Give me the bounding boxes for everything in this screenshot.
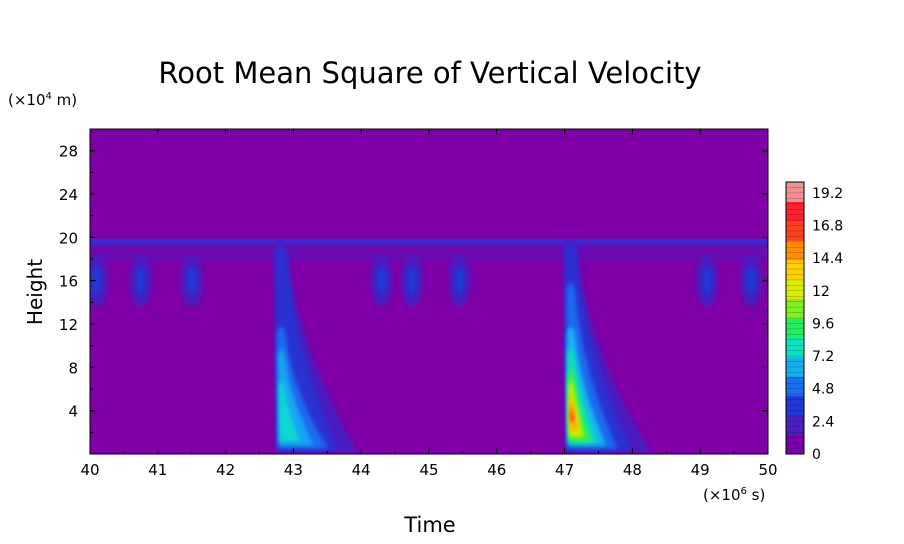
strong-event-contour: [569, 406, 575, 422]
y-tick-label: 8: [68, 359, 78, 377]
weak-event-core: [701, 266, 712, 295]
y-tick-label: 24: [59, 186, 78, 204]
colorbar-swatch: [786, 240, 804, 261]
weak-event-core: [407, 266, 418, 295]
y-unit-label: (×104 m): [8, 91, 77, 109]
tropopause-band: [90, 238, 768, 245]
x-tick-label: 45: [419, 461, 438, 479]
colorbar-tick-label: 4.8: [812, 382, 834, 398]
x-axis-label: Time: [403, 513, 455, 537]
colorbar-swatch: [786, 279, 804, 300]
y-tick-label: 4: [68, 403, 78, 421]
colorbar-tick-label: 12: [812, 284, 830, 300]
y-tick-label: 20: [59, 229, 78, 247]
x-tick-label: 42: [216, 461, 235, 479]
weak-event-core: [135, 266, 146, 295]
plot-background: [90, 129, 768, 454]
colorbar-tick-label: 0: [812, 447, 821, 463]
x-tick-label: 48: [623, 461, 642, 479]
colorbar-swatch: [786, 182, 804, 202]
upper-layer: [90, 244, 768, 262]
x-tick-label: 40: [80, 461, 99, 479]
colorbar-tick-label: 19.2: [812, 186, 843, 202]
colorbar-swatch: [786, 395, 804, 416]
y-ticks: 4 8 12 16 20 24 28: [59, 143, 768, 433]
colorbar-tick-label: 16.8: [812, 219, 843, 235]
strong-event-contour: [568, 396, 579, 431]
colorbar-swatch: [786, 318, 804, 338]
plot-area: [89, 128, 769, 455]
colorbar-swatch: [786, 356, 804, 377]
weak-event-core: [454, 266, 465, 295]
contour-layers: [90, 238, 768, 452]
weak-event-core: [746, 266, 757, 295]
y-axis-label: Height: [23, 259, 47, 325]
colorbar-swatch: [786, 298, 804, 319]
weak-event-core: [91, 266, 102, 295]
colorbar-swatch: [786, 434, 804, 455]
x-tick-label: 49: [691, 461, 710, 479]
y-tick-label: 12: [59, 316, 78, 334]
colorbar-swatch: [786, 337, 804, 358]
chart-title: Root Mean Square of Vertical Velocity: [158, 56, 701, 90]
x-tick-label: 50: [758, 461, 777, 479]
colorbar-swatch: [786, 201, 804, 222]
colorbar-swatch: [786, 415, 804, 436]
x-tick-label: 41: [148, 461, 167, 479]
colorbar-tick-label: 14.4: [812, 251, 843, 267]
y-tick-label: 28: [59, 143, 78, 161]
colorbar: 0 2.4 4.8 7.2 9.6 12 14.4 16.8 19.2: [785, 181, 843, 463]
colorbar-tick-label: 7.2: [812, 349, 834, 365]
colorbar-swatch: [786, 220, 804, 241]
x-unit-label: (×106 s): [703, 486, 765, 504]
colorbar-tick-label: 9.6: [812, 316, 834, 332]
x-tick-label: 44: [352, 461, 371, 479]
weak-event-core: [186, 266, 197, 295]
colorbar-swatch: [786, 376, 804, 397]
x-tick-label: 43: [284, 461, 303, 479]
x-tick-label: 46: [487, 461, 506, 479]
colorbar-frame: [785, 181, 805, 455]
x-ticks: 40 41 42 43 44 45 46 47 48 49 50: [80, 129, 778, 479]
y-tick-label: 16: [59, 273, 78, 291]
weak-event-core: [376, 266, 387, 295]
x-tick-label: 47: [555, 461, 574, 479]
colorbar-tick-label: 2.4: [812, 414, 834, 430]
colorbar-swatch: [786, 259, 804, 280]
strong-event-contour: [278, 380, 300, 441]
